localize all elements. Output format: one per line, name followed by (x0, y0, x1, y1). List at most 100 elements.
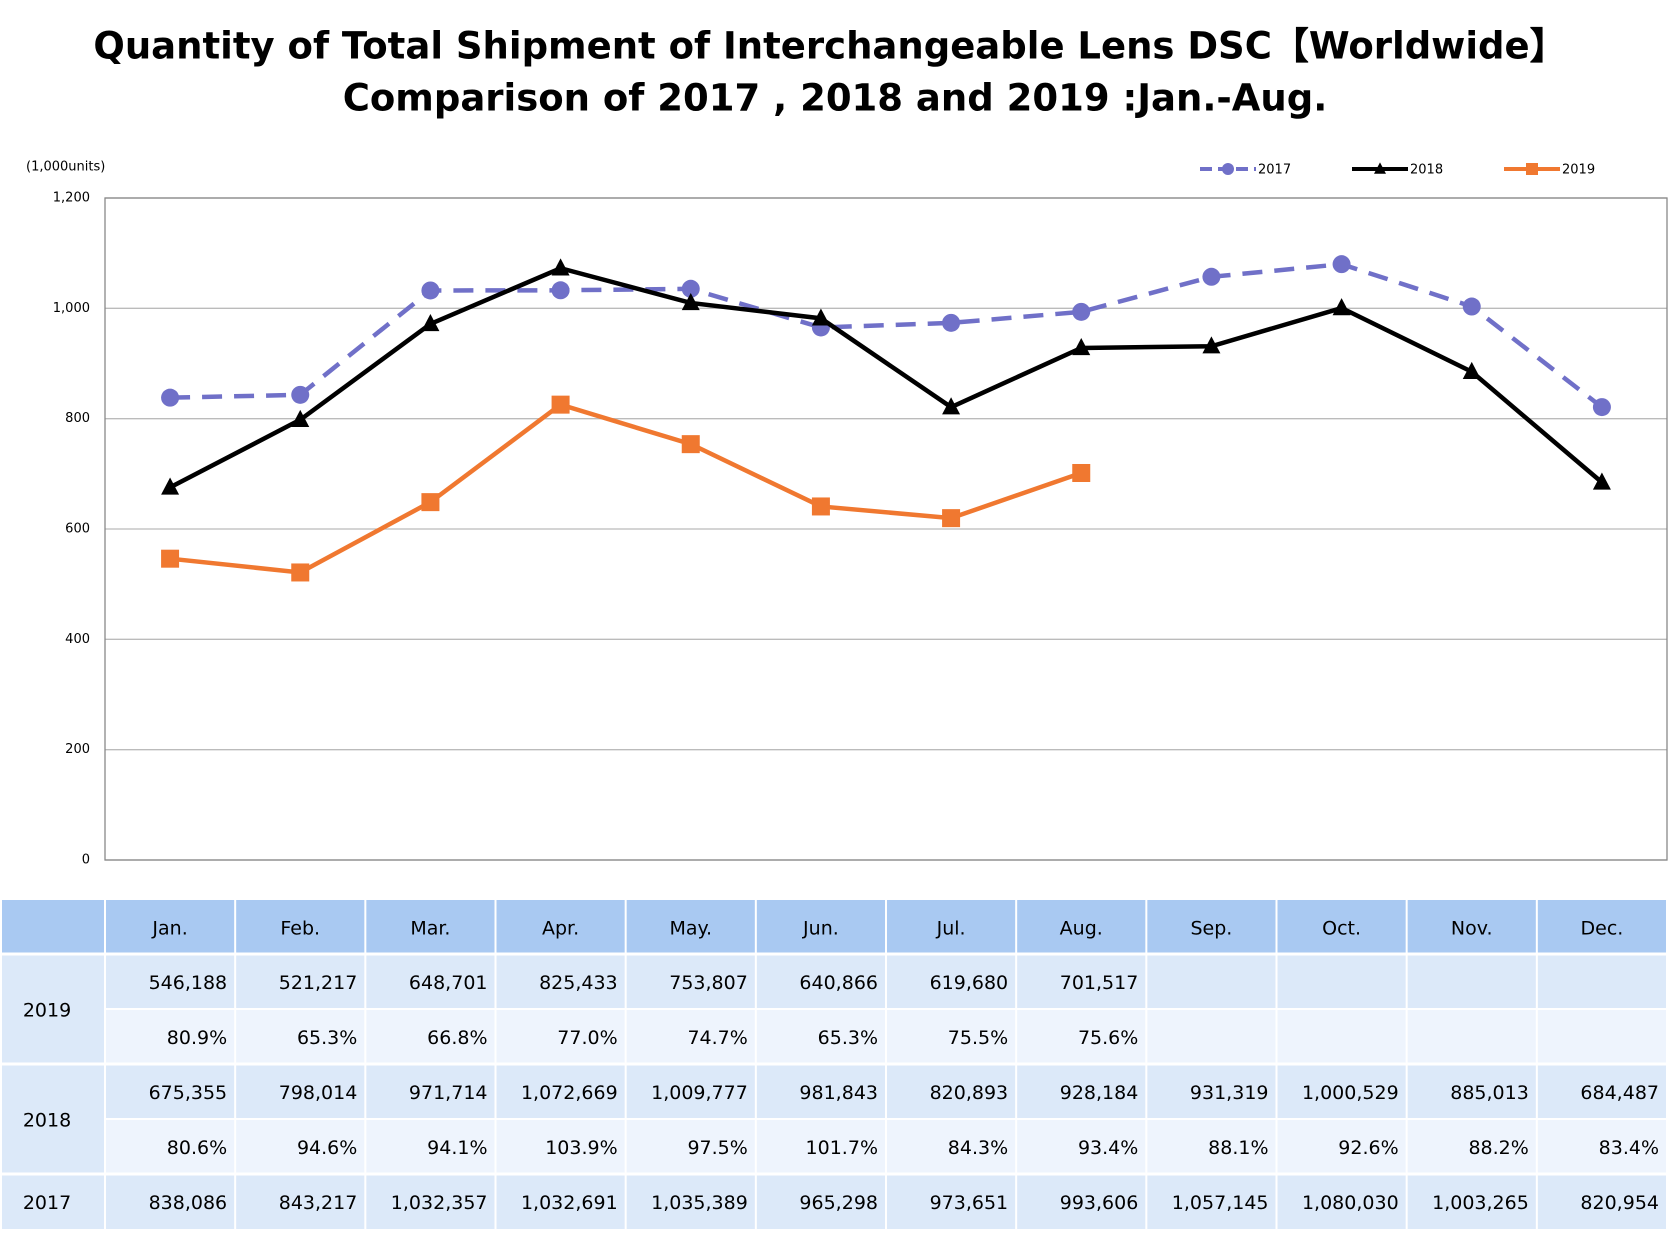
table-cell: 94.1% (427, 1137, 487, 1159)
table-cell: 798,014 (279, 1082, 358, 1104)
series-line (170, 261, 1604, 409)
table-cell: 103.9% (545, 1137, 617, 1159)
point-marker (681, 279, 700, 298)
legend-marker (1526, 163, 1538, 175)
table-cell: 1,080,030 (1302, 1192, 1399, 1214)
table-cell: 753,807 (669, 972, 748, 994)
point-marker (942, 509, 961, 528)
point-marker (942, 313, 961, 332)
point-marker (551, 395, 570, 414)
point-marker (421, 314, 440, 332)
point-marker (551, 281, 570, 300)
table-cell: 885,013 (1450, 1082, 1529, 1104)
table-cell: 1,000,529 (1302, 1082, 1399, 1104)
point-marker (1592, 472, 1611, 490)
table-header-bg (2, 900, 1667, 954)
plot-frame (104, 197, 1668, 861)
table-cell: 84.3% (948, 1137, 1008, 1159)
table-row-label-bg (2, 1064, 105, 1174)
point-marker (161, 549, 180, 568)
table-cell: 973,651 (930, 1192, 1009, 1214)
legend-label: 2017 (1258, 163, 1291, 178)
table-header-month: Aug. (1060, 918, 1103, 940)
y-tick-label: 800 (65, 411, 90, 426)
y-tick-label: 400 (65, 632, 90, 647)
table-header-month: Jan. (151, 918, 187, 940)
table-header-month: May. (669, 918, 712, 940)
table-cell: 75.6% (1078, 1027, 1138, 1049)
table-cell: 965,298 (799, 1192, 878, 1214)
y-tick-label: 1,000 (53, 301, 90, 316)
table-cell: 993,606 (1060, 1192, 1139, 1214)
point-marker (161, 388, 180, 407)
point-marker (291, 409, 310, 427)
table-header-month: Feb. (280, 918, 320, 940)
point-marker (1072, 463, 1091, 482)
table-cell: 820,893 (930, 1082, 1009, 1104)
table-cell: 1,032,691 (521, 1192, 618, 1214)
table-cell: 80.9% (167, 1027, 227, 1049)
table-cell: 80.6% (167, 1137, 227, 1159)
table-row-label-bg (2, 954, 105, 1064)
legend-marker (1374, 162, 1386, 174)
point-marker (1072, 338, 1091, 356)
table-cell: 1,009,777 (651, 1082, 748, 1104)
table-cell: 521,217 (279, 972, 358, 994)
table-cell: 1,035,389 (651, 1192, 748, 1214)
point-marker (1462, 361, 1481, 379)
table-cell: 83.4% (1599, 1137, 1659, 1159)
series-line (169, 402, 1082, 575)
table-cell: 1,072,669 (521, 1082, 618, 1104)
legend-label: 2018 (1410, 163, 1443, 178)
point-marker (421, 281, 440, 300)
series-line (169, 265, 1604, 490)
table-header-month: Nov. (1451, 918, 1493, 940)
table-cell: 66.8% (427, 1027, 487, 1049)
table-cell: 1,003,265 (1432, 1192, 1529, 1214)
table-cell: 94.6% (297, 1137, 357, 1159)
point-marker (291, 385, 310, 404)
point-marker (1462, 297, 1481, 316)
table-cell: 838,086 (149, 1192, 228, 1214)
chart-title: Quantity of Total Shipment of Interchang… (93, 25, 1566, 68)
point-marker (1592, 398, 1611, 417)
table-header-month: Jul. (936, 918, 966, 940)
point-marker (1202, 336, 1221, 354)
table-cell: 97.5% (687, 1137, 747, 1159)
table-header-month: Jun. (802, 918, 839, 940)
table-cell: 675,355 (149, 1082, 228, 1104)
point-marker (1072, 302, 1091, 321)
table-cell: 640,866 (799, 972, 878, 994)
point-marker (161, 477, 180, 495)
table-cell: 928,184 (1060, 1082, 1139, 1104)
table-cell: 546,188 (149, 972, 228, 994)
table-cell: 843,217 (279, 1192, 358, 1214)
legend-label: 2019 (1562, 163, 1595, 178)
table-cell: 1,057,145 (1172, 1192, 1269, 1214)
point-marker (1332, 298, 1351, 316)
table-cell: 65.3% (818, 1027, 878, 1049)
point-marker (421, 493, 440, 512)
point-marker (811, 497, 830, 516)
table-header-month: Apr. (542, 918, 579, 940)
table-row-label: 2018 (23, 1110, 71, 1132)
table-cell: 74.7% (687, 1027, 747, 1049)
point-marker (811, 308, 830, 326)
y-tick-label: 0 (82, 853, 90, 868)
table-cell: 825,433 (539, 972, 618, 994)
y-tick-label: 600 (65, 522, 90, 537)
legend-marker (1222, 163, 1234, 175)
y-tick-label: 1,200 (53, 191, 90, 206)
table-cell: 619,680 (930, 972, 1009, 994)
table-cell: 65.3% (297, 1027, 357, 1049)
table-cell: 88.1% (1208, 1137, 1268, 1159)
table-cell: 75.5% (948, 1027, 1008, 1049)
point-marker (681, 435, 700, 454)
table-cell: 981,843 (799, 1082, 878, 1104)
table-cell: 820,954 (1580, 1192, 1659, 1214)
table-cell: 88.2% (1468, 1137, 1528, 1159)
table-cell: 684,487 (1580, 1082, 1659, 1104)
table-cell: 971,714 (409, 1082, 488, 1104)
table-cell: 93.4% (1078, 1137, 1138, 1159)
